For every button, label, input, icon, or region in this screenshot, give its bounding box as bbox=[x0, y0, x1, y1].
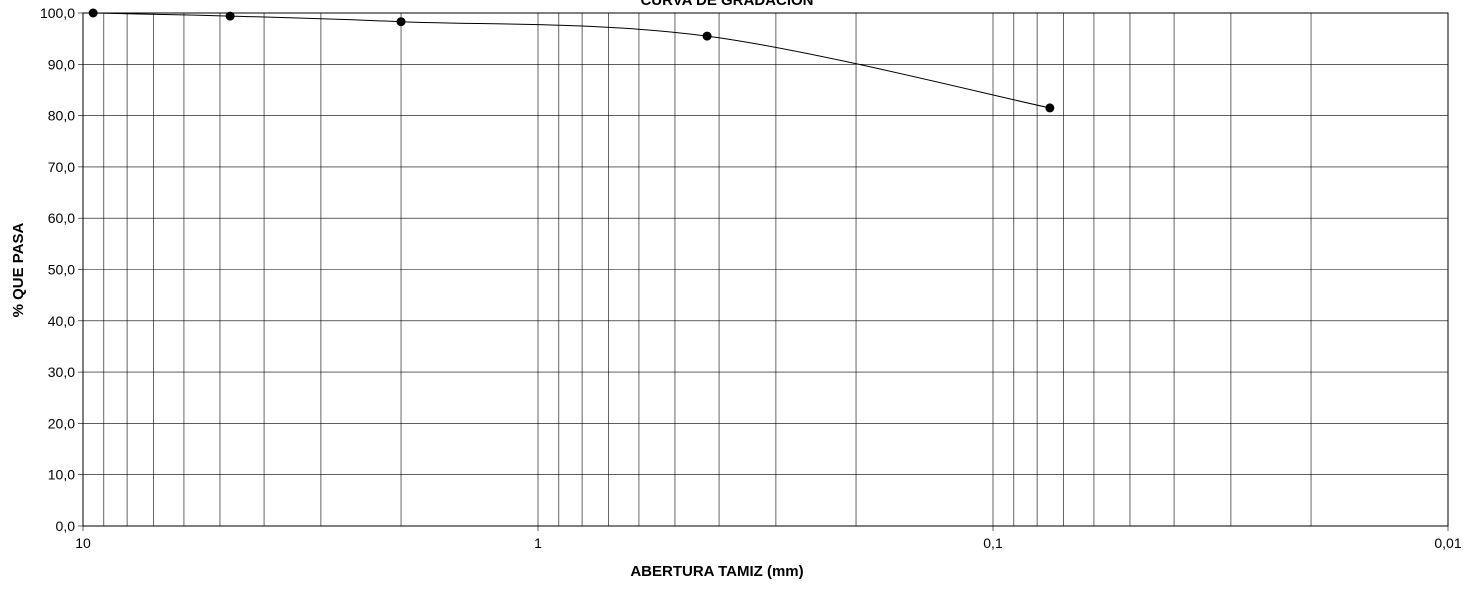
y-tick-label: 10,0 bbox=[48, 467, 75, 483]
x-tick-label: 10 bbox=[75, 535, 91, 551]
data-point bbox=[702, 31, 712, 41]
y-axis-label: % QUE PASA bbox=[10, 222, 27, 317]
y-tick-label: 80,0 bbox=[48, 108, 75, 124]
x-tick-labels: 10 1 0,1 0,01 bbox=[75, 526, 1462, 551]
x-axis-label: ABERTURA TAMIZ (mm) bbox=[630, 563, 803, 580]
y-tick-label: 90,0 bbox=[48, 56, 75, 72]
x-tick-label: 0,1 bbox=[983, 535, 1003, 551]
chart-title: CURVA DE GRADACION bbox=[640, 0, 813, 9]
y-tick-label: 70,0 bbox=[48, 159, 75, 175]
data-point bbox=[1045, 103, 1055, 113]
y-tick-label: 20,0 bbox=[48, 415, 75, 431]
y-tick-label: 0,0 bbox=[56, 518, 76, 534]
data-point bbox=[225, 11, 235, 21]
x-tick-label: 0,01 bbox=[1434, 535, 1461, 551]
series-line bbox=[93, 12, 1050, 109]
y-tick-label: 40,0 bbox=[48, 313, 75, 329]
data-point bbox=[88, 8, 98, 18]
x-tick-label: 1 bbox=[534, 535, 542, 551]
y-tick-label: 60,0 bbox=[48, 210, 75, 226]
y-tick-labels: 0,0 10,0 20,0 30,0 40,0 50,0 60,0 70,0 80,0 90,0 1… bbox=[40, 5, 83, 534]
grid-lines bbox=[83, 12, 1449, 527]
data-point bbox=[396, 17, 406, 27]
y-tick-label: 30,0 bbox=[48, 364, 75, 380]
y-tick-label: 100,0 bbox=[40, 5, 75, 21]
y-tick-label: 50,0 bbox=[48, 262, 75, 278]
data-points bbox=[88, 8, 1055, 113]
